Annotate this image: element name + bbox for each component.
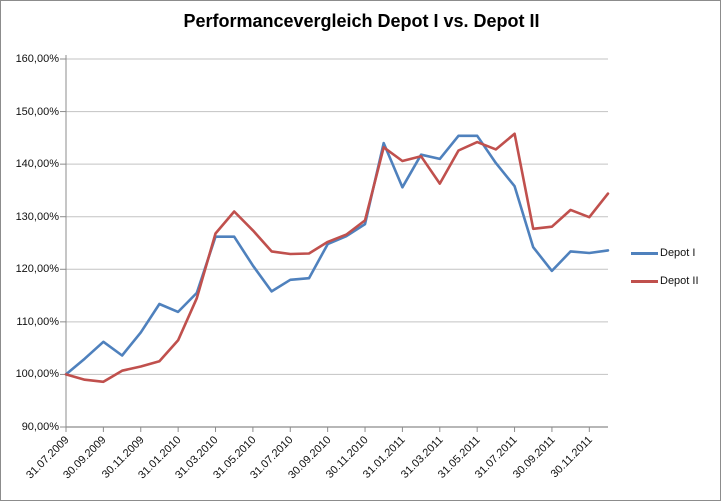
y-tick-label: 150,00% [15, 105, 59, 118]
legend-item-depot-2: Depot II [631, 272, 699, 290]
y-tick-label: 130,00% [15, 210, 59, 223]
legend-label-depot-2: Depot II [660, 275, 699, 287]
depot-1-line-swatch [631, 251, 658, 255]
depot-2-line-swatch [631, 279, 658, 283]
y-tick-label: 160,00% [15, 53, 59, 65]
y-tick-label: 100,00% [15, 368, 59, 381]
chart-title: Performancevergleich Depot I vs. Depot I… [183, 11, 540, 31]
y-tick-label: 90,00% [21, 421, 59, 433]
y-tick-label: 110,00% [16, 315, 59, 328]
y-tick-label: 120,00% [15, 263, 59, 276]
y-tick-label: 140,00% [15, 158, 59, 171]
legend-label-depot-1: Depot I [660, 247, 696, 259]
legend-item-depot-1: Depot I [631, 244, 699, 262]
legend: Depot I Depot II [631, 244, 699, 300]
